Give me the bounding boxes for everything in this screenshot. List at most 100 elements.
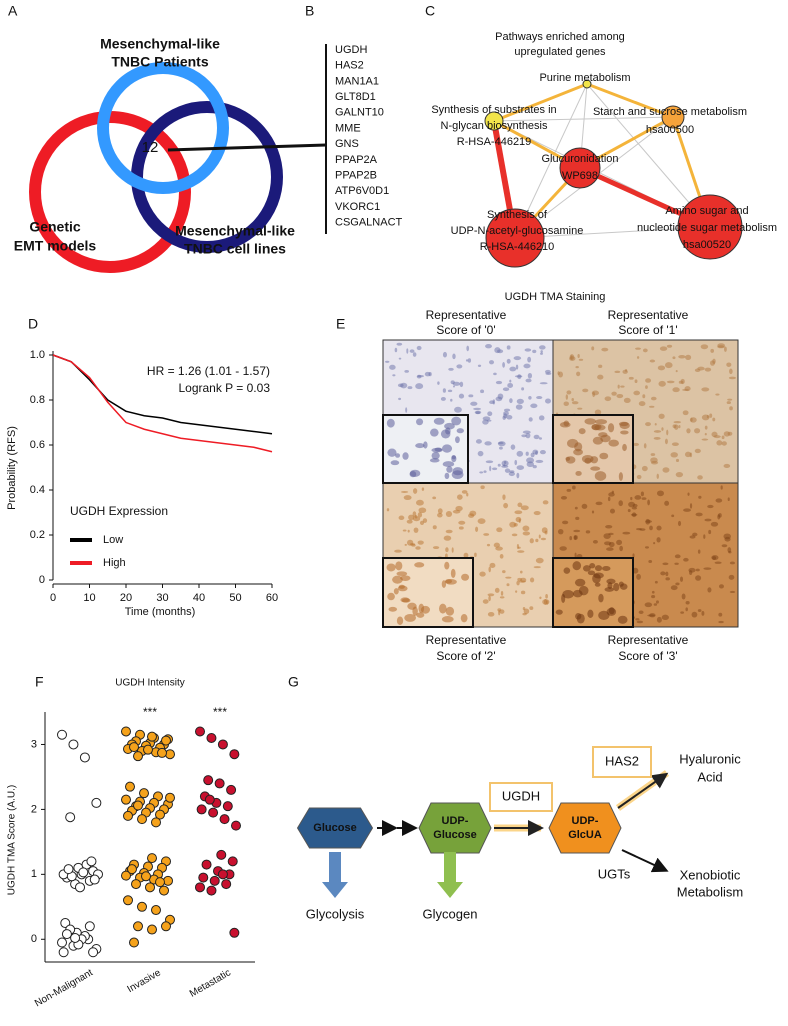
tma-texture	[387, 592, 395, 601]
tma-texture	[385, 360, 390, 363]
tma-texture	[594, 582, 601, 587]
tma-texture	[523, 363, 531, 369]
y-tick-label: 0	[39, 574, 45, 586]
tma-texture	[653, 437, 661, 440]
tma-texture	[566, 488, 572, 492]
gene: GALNT10	[335, 107, 384, 119]
y-tick-label: 0.4	[30, 484, 45, 496]
tma-texture	[718, 620, 724, 624]
tma-texture	[713, 435, 721, 439]
tma-texture	[466, 345, 470, 352]
panel-label: F	[35, 674, 44, 690]
tma-texture	[566, 390, 572, 395]
data-point	[61, 929, 72, 940]
data-point	[147, 731, 157, 742]
tma-texture	[487, 611, 495, 617]
enzyme-box	[489, 782, 553, 812]
significance: ***	[213, 705, 227, 719]
tma-texture	[404, 543, 407, 546]
data-point	[165, 749, 175, 760]
data-point	[63, 864, 74, 875]
y-tick-label: 1	[31, 868, 37, 880]
network-title: upregulated genes	[514, 46, 606, 58]
tma-texture	[638, 401, 646, 407]
tma-texture	[631, 506, 638, 510]
tma-texture	[618, 472, 623, 481]
tma-texture	[569, 535, 573, 541]
tma-texture	[607, 423, 615, 433]
data-point	[123, 810, 133, 821]
tma-texture	[533, 566, 541, 569]
tma-texture	[445, 511, 453, 517]
tma-texture	[415, 546, 421, 550]
tma-texture	[445, 547, 449, 553]
tma-texture	[413, 488, 418, 494]
tma-texture	[692, 532, 698, 537]
data-point	[155, 877, 165, 888]
data-point	[227, 856, 238, 867]
tma-texture	[468, 394, 474, 398]
tma-texture	[671, 514, 675, 518]
tma-texture	[656, 490, 664, 497]
tma-texture	[575, 612, 582, 620]
tma-texture	[417, 512, 423, 518]
tma-texture	[666, 380, 675, 384]
tma-texture	[479, 471, 484, 474]
tma-texture	[502, 361, 505, 368]
tma-texture	[504, 408, 511, 412]
tma-texture	[662, 562, 669, 566]
tma-texture	[395, 453, 401, 458]
tma-texture	[516, 472, 520, 479]
tma-texture	[715, 498, 723, 503]
tma-texture	[718, 612, 723, 617]
tma-texture	[544, 369, 551, 374]
tma-texture	[503, 411, 509, 416]
tma-texture	[555, 609, 563, 615]
tma-texture	[724, 536, 731, 542]
network-node	[559, 147, 601, 189]
tma-texture	[446, 466, 453, 473]
data-point	[121, 794, 131, 805]
tma-texture	[598, 364, 603, 368]
data-point	[229, 749, 240, 760]
tma-texture	[641, 497, 647, 500]
tma-texture	[662, 467, 670, 473]
tma-texture	[441, 580, 447, 588]
network-label: N-glycan biosynthesis	[441, 120, 548, 132]
tma-texture	[712, 417, 716, 422]
tma-texture	[458, 526, 464, 530]
tma-texture	[442, 461, 455, 468]
tma-label: Representative	[426, 633, 507, 647]
tma-texture	[509, 379, 512, 383]
tma-texture	[697, 549, 701, 554]
x-tick-label: 50	[229, 592, 241, 604]
tma-texture	[475, 526, 479, 532]
data-point	[121, 726, 131, 737]
tma-texture	[701, 414, 710, 421]
tma-texture	[392, 374, 396, 377]
data-point	[165, 792, 175, 803]
tma-texture	[528, 395, 532, 400]
tma-texture	[447, 389, 453, 393]
tma-texture	[489, 562, 496, 568]
tma-texture	[710, 360, 715, 366]
tma-texture	[521, 434, 527, 438]
enzyme-box	[592, 746, 652, 778]
tma-texture	[540, 350, 543, 354]
tma-texture	[628, 376, 634, 380]
tma-texture	[440, 429, 451, 439]
data-point	[147, 853, 157, 864]
tma-texture	[727, 547, 732, 553]
network-edge	[586, 82, 674, 119]
tma-texture	[729, 368, 733, 375]
tma-texture	[474, 410, 482, 415]
tma-texture	[704, 367, 712, 372]
data-point	[159, 885, 169, 896]
tma-texture	[649, 613, 656, 618]
annotation: HR = 1.26 (1.01 - 1.57)	[147, 364, 270, 378]
data-point	[163, 875, 173, 886]
pathway-output: Glycolysis	[306, 906, 365, 921]
tma-texture	[527, 372, 533, 379]
tma-texture	[644, 546, 650, 549]
network-label: hsa00520	[683, 239, 731, 251]
